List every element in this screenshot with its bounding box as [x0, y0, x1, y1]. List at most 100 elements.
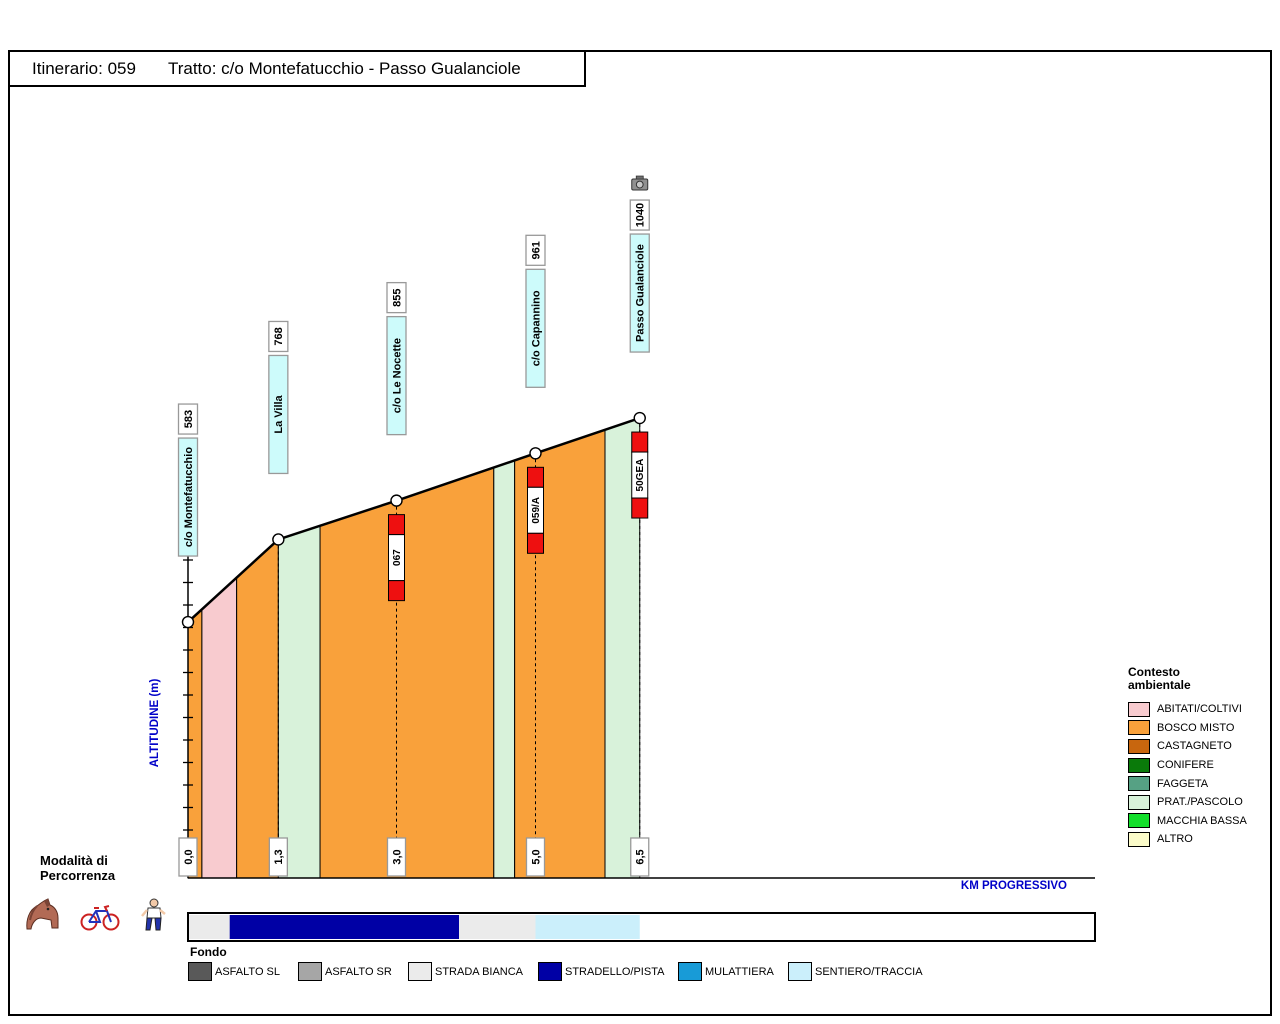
- legend-swatch: [298, 962, 322, 981]
- contesto-legend-item: MACCHIA BASSA: [1128, 812, 1268, 831]
- elevation-label-box: [268, 320, 289, 353]
- fondo-legend-item: SENTIERO/TRACCIA: [788, 962, 923, 981]
- rotated-label: c/o Capannino: [530, 290, 542, 366]
- km-label-box: [525, 837, 546, 877]
- context-bands-layer: [187, 417, 641, 879]
- tratto-name: Tratto: c/o Montefatucchio - Passo Guala…: [167, 58, 521, 78]
- legend-swatch: [1128, 776, 1150, 792]
- waypoint-node: [272, 533, 285, 546]
- waypoint-node: [390, 494, 403, 507]
- legend-label: STRADA BIANCA: [435, 965, 524, 978]
- trail-marker-red-top: [631, 431, 649, 453]
- trail-markers-layer: 067 059/A 50GEA: [388, 431, 649, 602]
- rotated-label: c/o Le Nocette: [391, 338, 403, 413]
- fondo-legend-item: MULATTIERA: [678, 962, 774, 981]
- km-label-box: [178, 837, 198, 877]
- contesto-legend: Contesto ambientale ABITATI/COLTIVI BOSCO…: [1128, 666, 1268, 849]
- rotated-label: 583: [183, 410, 195, 428]
- legend-swatch: [1128, 794, 1150, 810]
- waypoint-name-box: [525, 268, 546, 388]
- rotated-label: 1040: [635, 203, 647, 227]
- elevation-label-box: [177, 403, 199, 435]
- legend-label: STRADELLO/PISTA: [565, 965, 665, 978]
- rotated-label: 0,0: [183, 849, 195, 864]
- rotated-label: Passo Gualanciole: [635, 244, 647, 342]
- legend-label: CASTAGNETO: [1157, 740, 1232, 753]
- rotated-label: 067: [392, 549, 403, 566]
- legend-swatch: [678, 962, 702, 981]
- modalita-icons: [24, 893, 174, 939]
- legend-label: CONIFERE: [1157, 759, 1214, 772]
- fondo-segment-strada-bianca: [188, 915, 230, 939]
- waypoint-name-box: [268, 354, 289, 475]
- rotated-label: 50GEA: [635, 459, 646, 492]
- km-label-box: [268, 837, 289, 877]
- contesto-legend-item: PRAT./PASCOLO: [1128, 793, 1268, 812]
- rotated-label: 3,0: [391, 849, 403, 864]
- legend-label: PRAT./PASCOLO: [1157, 796, 1243, 809]
- camera-icon: [631, 175, 649, 191]
- rotated-label: 961: [530, 241, 542, 259]
- fondo-segment-stradello-pista: [229, 915, 460, 939]
- context-band-prat-pascolo: [277, 525, 321, 879]
- waypoint-node: [529, 447, 542, 460]
- rotated-label: 768: [273, 327, 285, 345]
- legend-swatch: [1128, 813, 1150, 829]
- waypoint-labels-layer: 0,0 c/o Montefatucchio 583 1,3 La Villa 768 3,…: [177, 175, 650, 877]
- contesto-legend-item: FAGGETA: [1128, 774, 1268, 793]
- profile-line-layer: [181, 411, 646, 629]
- rotated-label: 059/A: [531, 497, 542, 524]
- rotated-label: La Villa: [273, 394, 285, 433]
- rotated-label: c/o Montefatucchio: [183, 447, 195, 548]
- fondo-bar-frame: [187, 912, 1096, 942]
- km-label-box: [630, 837, 650, 877]
- itinerario-number: Itinerario: 059: [32, 58, 136, 78]
- fondo-segment-sentiero-traccia: [535, 915, 640, 939]
- waypoint-name-box: [177, 437, 199, 557]
- legend-label: ASFALTO SR: [325, 965, 392, 978]
- legend-swatch: [1128, 738, 1150, 754]
- km-label-box: [386, 837, 407, 877]
- elevation-label-box: [629, 199, 650, 231]
- context-band-bosco-misto: [319, 466, 495, 879]
- contesto-legend-item: CONIFERE: [1128, 756, 1268, 775]
- context-band-bosco-misto: [236, 538, 279, 879]
- fondo-legend-item: ASFALTO SR: [298, 962, 392, 981]
- contesto-legend-item: ALTRO: [1128, 830, 1268, 849]
- legend-swatch: [188, 962, 212, 981]
- fondo-legend-title: Fondo: [190, 945, 227, 959]
- waypoint-node: [181, 615, 195, 629]
- waypoint-name-box: [629, 233, 650, 353]
- trail-marker-red-bottom: [631, 497, 649, 519]
- trail-marker-red-bottom: [388, 580, 405, 602]
- legend-swatch: [538, 962, 562, 981]
- context-band-prat-pascolo: [493, 459, 516, 879]
- legend-swatch: [1128, 701, 1150, 717]
- trail-marker-red-top: [388, 514, 405, 536]
- contesto-legend-item: BOSCO MISTO: [1128, 719, 1268, 738]
- legend-label: FAGGETA: [1157, 777, 1209, 790]
- camera-top: [635, 175, 644, 180]
- legend-label: MULATTIERA: [705, 965, 774, 978]
- y-axis-label: ALTITUDINE (m): [149, 679, 161, 768]
- fondo-legend-item: STRADA BIANCA: [408, 962, 523, 981]
- legend-label: ASFALTO SL: [215, 965, 281, 978]
- rotated-label: 855: [391, 288, 403, 306]
- legend-label: MACCHIA BASSA: [1157, 814, 1247, 827]
- fondo-legend-item: ASFALTO SL: [188, 962, 280, 981]
- legend-swatch: [408, 962, 432, 981]
- outer-frame: [8, 50, 1272, 1016]
- fondo-bar-layer: [187, 912, 1096, 942]
- elevation-label-box: [525, 234, 546, 266]
- legend-swatch: [1128, 757, 1150, 773]
- legend-swatch: [788, 962, 812, 981]
- axes-layer: [183, 556, 1095, 879]
- legend-label: BOSCO MISTO: [1157, 721, 1235, 734]
- trail-marker-red-bottom: [527, 532, 544, 554]
- legend-label: ABITATI/COLTIVI: [1157, 703, 1242, 716]
- contesto-legend-item: ABITATI/COLTIVI: [1128, 700, 1268, 719]
- bicycle-icon: [80, 905, 120, 931]
- fondo-legend-item: STRADELLO/PISTA: [538, 962, 664, 981]
